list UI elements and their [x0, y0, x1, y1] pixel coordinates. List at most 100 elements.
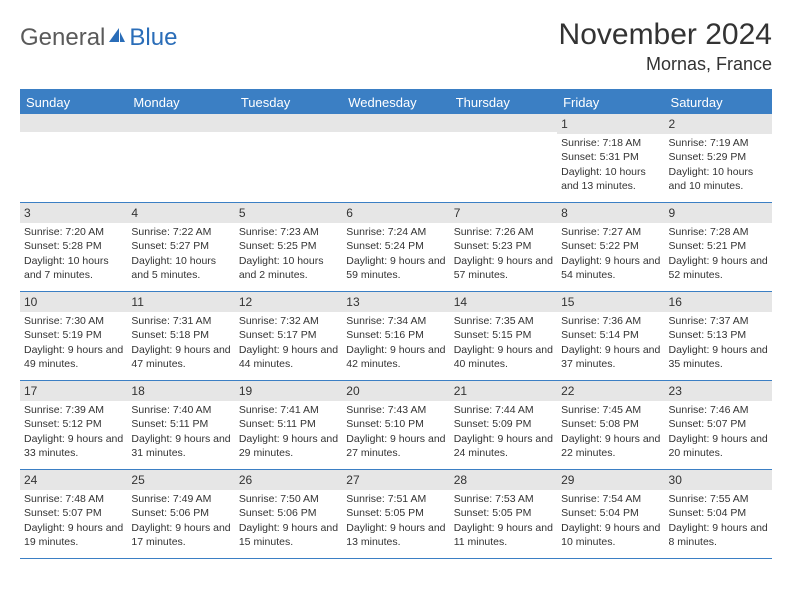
- sunset-text: Sunset: 5:14 PM: [561, 328, 660, 342]
- sunrise-text: Sunrise: 7:24 AM: [346, 225, 445, 239]
- sunrise-text: Sunrise: 7:20 AM: [24, 225, 123, 239]
- weekday-header: Tuesday: [235, 91, 342, 114]
- sunrise-text: Sunrise: 7:26 AM: [454, 225, 553, 239]
- sunrise-text: Sunrise: 7:30 AM: [24, 314, 123, 328]
- day-cell: 12Sunrise: 7:32 AMSunset: 5:17 PMDayligh…: [235, 292, 342, 380]
- day-number: 8: [557, 203, 664, 223]
- daylight-text: Daylight: 9 hours and 19 minutes.: [24, 521, 123, 549]
- daylight-text: Daylight: 10 hours and 7 minutes.: [24, 254, 123, 282]
- month-title: November 2024: [559, 18, 772, 52]
- sunset-text: Sunset: 5:15 PM: [454, 328, 553, 342]
- daylight-text: Daylight: 9 hours and 57 minutes.: [454, 254, 553, 282]
- weekday-header: Wednesday: [342, 91, 449, 114]
- sunrise-text: Sunrise: 7:44 AM: [454, 403, 553, 417]
- daylight-text: Daylight: 9 hours and 24 minutes.: [454, 432, 553, 460]
- daylight-text: Daylight: 9 hours and 31 minutes.: [131, 432, 230, 460]
- sunrise-text: Sunrise: 7:19 AM: [669, 136, 768, 150]
- weekday-header: Saturday: [665, 91, 772, 114]
- day-cell: 20Sunrise: 7:43 AMSunset: 5:10 PMDayligh…: [342, 381, 449, 469]
- sunrise-text: Sunrise: 7:43 AM: [346, 403, 445, 417]
- sunset-text: Sunset: 5:29 PM: [669, 150, 768, 164]
- sunrise-text: Sunrise: 7:48 AM: [24, 492, 123, 506]
- day-cell: 23 Sunrise: 7:46 AMSunset: 5:07 PMDayligh…: [665, 381, 772, 469]
- day-cell: [127, 114, 234, 202]
- day-cell: 19Sunrise: 7:41 AMSunset: 5:11 PMDayligh…: [235, 381, 342, 469]
- day-cell: 2Sunrise: 7:19 AMSunset: 5:29 PMDaylight…: [665, 114, 772, 202]
- day-cell: 9Sunrise: 7:28 AMSunset: 5:21 PMDaylight…: [665, 203, 772, 291]
- sunset-text: Sunset: 5:25 PM: [239, 239, 338, 253]
- daylight-text: Daylight: 9 hours and 8 minutes.: [669, 521, 768, 549]
- day-cell: 1Sunrise: 7:18 AMSunset: 5:31 PMDaylight…: [557, 114, 664, 202]
- sunrise-text: Sunrise: 7:35 AM: [454, 314, 553, 328]
- daylight-text: Daylight: 9 hours and 49 minutes.: [24, 343, 123, 371]
- day-cell: 3 Sunrise: 7:20 AMSunset: 5:28 PMDaylight…: [20, 203, 127, 291]
- day-number: 20: [342, 381, 449, 401]
- day-cell: 4Sunrise: 7:22 AMSunset: 5:27 PMDaylight…: [127, 203, 234, 291]
- sunrise-text: Sunrise: 7:27 AM: [561, 225, 660, 239]
- sunset-text: Sunset: 5:07 PM: [24, 506, 123, 520]
- day-number: [450, 114, 557, 132]
- weekday-header: Thursday: [450, 91, 557, 114]
- day-number: 3: [20, 203, 127, 223]
- location: Mornas, France: [559, 54, 772, 75]
- weekday-header: Sunday: [20, 91, 127, 114]
- daylight-text: Daylight: 9 hours and 17 minutes.: [131, 521, 230, 549]
- daylight-text: Daylight: 9 hours and 44 minutes.: [239, 343, 338, 371]
- sunset-text: Sunset: 5:07 PM: [669, 417, 768, 431]
- day-cell: 17Sunrise: 7:39 AMSunset: 5:12 PMDayligh…: [20, 381, 127, 469]
- day-number: 11: [127, 292, 234, 312]
- sunset-text: Sunset: 5:13 PM: [669, 328, 768, 342]
- day-cell: 29Sunrise: 7:54 AMSunset: 5:04 PMDayligh…: [557, 470, 664, 558]
- daylight-text: Daylight: 9 hours and 54 minutes.: [561, 254, 660, 282]
- weekday-header: Friday: [557, 91, 664, 114]
- day-number: [20, 114, 127, 132]
- sunset-text: Sunset: 5:27 PM: [131, 239, 230, 253]
- day-number: 18: [127, 381, 234, 401]
- daylight-text: Daylight: 9 hours and 22 minutes.: [561, 432, 660, 460]
- day-number: [235, 114, 342, 132]
- sunset-text: Sunset: 5:22 PM: [561, 239, 660, 253]
- sunset-text: Sunset: 5:08 PM: [561, 417, 660, 431]
- daylight-text: Daylight: 9 hours and 20 minutes.: [669, 432, 768, 460]
- day-number: 14: [450, 292, 557, 312]
- weekday-header: Monday: [127, 91, 234, 114]
- day-number: 5: [235, 203, 342, 223]
- sunset-text: Sunset: 5:24 PM: [346, 239, 445, 253]
- daylight-text: Daylight: 9 hours and 10 minutes.: [561, 521, 660, 549]
- sunset-text: Sunset: 5:28 PM: [24, 239, 123, 253]
- sunset-text: Sunset: 5:09 PM: [454, 417, 553, 431]
- day-cell: 8 Sunrise: 7:27 AMSunset: 5:22 PMDaylight…: [557, 203, 664, 291]
- day-number: 22: [557, 381, 664, 401]
- sunset-text: Sunset: 5:12 PM: [24, 417, 123, 431]
- day-number: 16: [665, 292, 772, 312]
- day-number: 21: [450, 381, 557, 401]
- daylight-text: Daylight: 10 hours and 13 minutes.: [561, 165, 660, 193]
- daylight-text: Daylight: 9 hours and 29 minutes.: [239, 432, 338, 460]
- day-number: 25: [127, 470, 234, 490]
- sunrise-text: Sunrise: 7:53 AM: [454, 492, 553, 506]
- sunset-text: Sunset: 5:11 PM: [131, 417, 230, 431]
- sunset-text: Sunset: 5:23 PM: [454, 239, 553, 253]
- sunrise-text: Sunrise: 7:46 AM: [669, 403, 768, 417]
- sunset-text: Sunset: 5:06 PM: [239, 506, 338, 520]
- title-block: November 2024 Mornas, France: [559, 18, 772, 75]
- day-cell: 22Sunrise: 7:45 AMSunset: 5:08 PMDayligh…: [557, 381, 664, 469]
- sunset-text: Sunset: 5:10 PM: [346, 417, 445, 431]
- day-cell: 10Sunrise: 7:30 AMSunset: 5:19 PMDayligh…: [20, 292, 127, 380]
- sunset-text: Sunset: 5:04 PM: [561, 506, 660, 520]
- day-number: 30: [665, 470, 772, 490]
- day-cell: 28Sunrise: 7:53 AMSunset: 5:05 PMDayligh…: [450, 470, 557, 558]
- week-row: 17Sunrise: 7:39 AMSunset: 5:12 PMDayligh…: [20, 381, 772, 470]
- day-number: 23: [665, 381, 772, 401]
- day-number: 13: [342, 292, 449, 312]
- week-row: 10Sunrise: 7:30 AMSunset: 5:19 PMDayligh…: [20, 292, 772, 381]
- day-number: 15: [557, 292, 664, 312]
- week-row: 1Sunrise: 7:18 AMSunset: 5:31 PMDaylight…: [20, 114, 772, 203]
- day-cell: 13Sunrise: 7:34 AMSunset: 5:16 PMDayligh…: [342, 292, 449, 380]
- daylight-text: Daylight: 9 hours and 47 minutes.: [131, 343, 230, 371]
- day-cell: 18Sunrise: 7:40 AMSunset: 5:11 PMDayligh…: [127, 381, 234, 469]
- calendar: Sunday Monday Tuesday Wednesday Thursday…: [20, 89, 772, 559]
- day-number: [342, 114, 449, 132]
- logo: General Blue: [20, 18, 177, 52]
- sunrise-text: Sunrise: 7:31 AM: [131, 314, 230, 328]
